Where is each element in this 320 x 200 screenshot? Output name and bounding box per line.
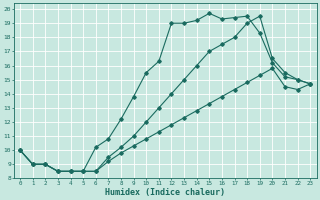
X-axis label: Humidex (Indice chaleur): Humidex (Indice chaleur) (105, 188, 225, 197)
